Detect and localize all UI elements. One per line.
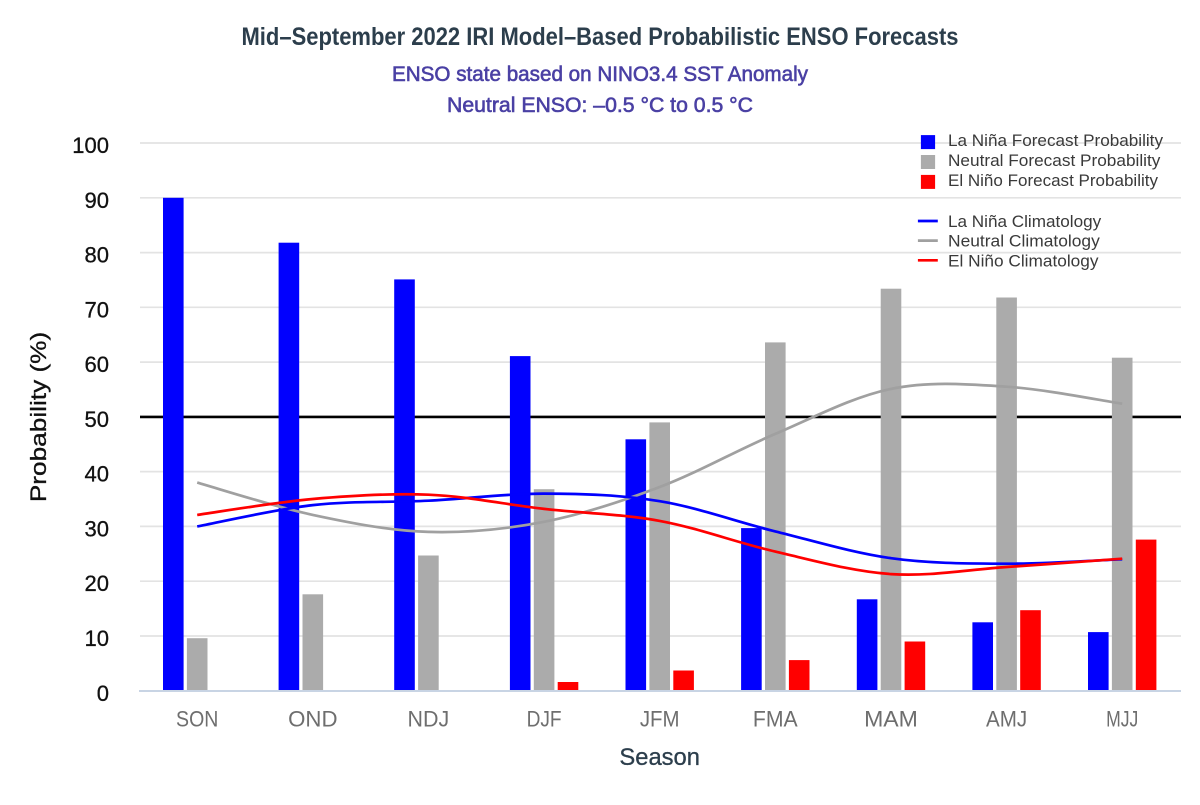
svg-text:La Niña Forecast Probability: La Niña Forecast Probability [948, 132, 1164, 150]
svg-text:La Niña Climatology: La Niña Climatology [948, 213, 1102, 231]
svg-text:Neutral Forecast Probability: Neutral Forecast Probability [948, 152, 1161, 170]
svg-text:20: 20 [85, 571, 109, 596]
svg-text:DJF: DJF [527, 707, 562, 732]
svg-text:Season: Season [619, 744, 700, 771]
svg-text:Neutral ENSO: –0.5 °C to 0.5 °: Neutral ENSO: –0.5 °C to 0.5 °C [447, 94, 753, 117]
svg-text:90: 90 [85, 188, 109, 213]
svg-text:Neutral Climatology: Neutral Climatology [948, 233, 1101, 251]
svg-text:100: 100 [72, 133, 109, 158]
svg-text:80: 80 [85, 243, 109, 268]
svg-text:70: 70 [85, 297, 109, 322]
svg-text:AMJ: AMJ [986, 707, 1027, 732]
svg-text:ENSO state based on NINO3.4 SS: ENSO state based on NINO3.4 SST Anomaly [392, 63, 808, 86]
svg-text:MAM: MAM [864, 707, 918, 732]
svg-text:60: 60 [85, 352, 109, 377]
svg-text:El Niño Forecast Probability: El Niño Forecast Probability [948, 172, 1159, 190]
svg-text:El Niño Climatology: El Niño Climatology [948, 252, 1099, 270]
svg-text:JFM: JFM [640, 707, 680, 732]
svg-text:Mid–September 2022 IRI Model–B: Mid–September 2022 IRI Model–Based Proba… [242, 23, 959, 51]
svg-text:50: 50 [85, 407, 109, 432]
svg-text:SON: SON [176, 707, 218, 732]
svg-text:NDJ: NDJ [408, 707, 450, 732]
svg-text:MJJ: MJJ [1106, 707, 1138, 732]
svg-text:OND: OND [288, 707, 337, 732]
svg-text:40: 40 [85, 462, 109, 487]
svg-text:FMA: FMA [753, 707, 798, 732]
svg-text:0: 0 [97, 681, 109, 706]
svg-text:10: 10 [85, 626, 109, 651]
svg-text:Probability (%): Probability (%) [26, 332, 51, 502]
svg-text:30: 30 [85, 516, 109, 541]
